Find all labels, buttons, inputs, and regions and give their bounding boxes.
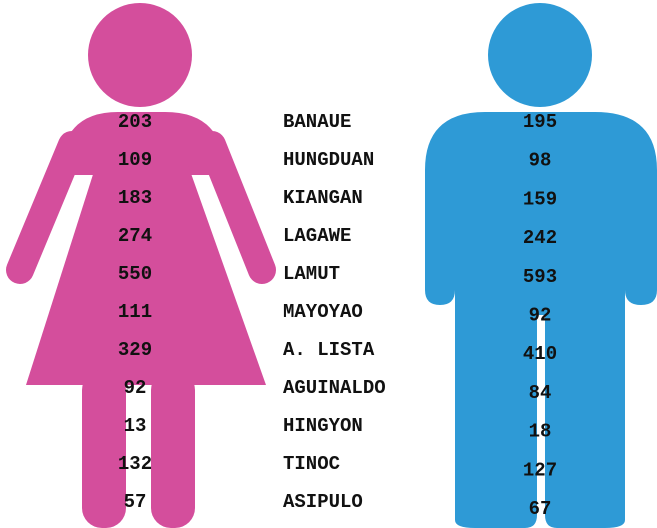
- count-label: 84: [529, 382, 552, 404]
- count-label: 410: [523, 343, 557, 365]
- female-shoulders: [60, 112, 225, 175]
- male-head: [488, 3, 592, 107]
- municipality-label: HINGYON: [283, 415, 363, 437]
- count-label: 57: [124, 491, 147, 513]
- count-label: 18: [529, 421, 552, 443]
- female-figure: [6, 3, 276, 528]
- count-label: 127: [523, 459, 557, 481]
- count-label: 132: [118, 453, 152, 475]
- female-leg: [82, 370, 126, 528]
- municipality-label: AGUINALDO: [283, 377, 386, 399]
- count-label: 242: [523, 227, 557, 249]
- municipality-label: KIANGAN: [283, 187, 363, 209]
- count-label: 98: [529, 150, 552, 172]
- count-label: 329: [118, 339, 152, 361]
- count-label: 67: [529, 498, 552, 520]
- municipality-label: HUNGDUAN: [283, 149, 374, 171]
- female-leg: [151, 370, 195, 528]
- female-arm: [198, 131, 276, 284]
- count-label: 111: [118, 301, 152, 323]
- municipality-label: ASIPULO: [283, 491, 363, 513]
- municipality-label: LAMUT: [283, 263, 340, 285]
- count-label: 92: [529, 305, 552, 327]
- count-label: 109: [118, 149, 152, 171]
- male-figure: [425, 3, 657, 528]
- count-label: 195: [523, 111, 557, 133]
- female-dress: [26, 165, 266, 385]
- female-head: [88, 3, 192, 107]
- count-label: 92: [124, 377, 147, 399]
- count-label: 203: [118, 111, 152, 133]
- municipality-label: BANAUE: [283, 111, 351, 133]
- count-label: 593: [523, 266, 557, 288]
- count-label: 550: [118, 263, 152, 285]
- count-label: 159: [523, 188, 557, 210]
- count-label: 183: [118, 187, 152, 209]
- municipality-label: MAYOYAO: [283, 301, 363, 323]
- municipality-label: TINOC: [283, 453, 340, 475]
- municipality-label: A. LISTA: [283, 339, 375, 361]
- male-body: [425, 112, 657, 528]
- female-arm: [6, 131, 86, 284]
- municipality-label: LAGAWE: [283, 225, 351, 247]
- count-label: 274: [118, 225, 152, 247]
- count-label: 13: [124, 415, 147, 437]
